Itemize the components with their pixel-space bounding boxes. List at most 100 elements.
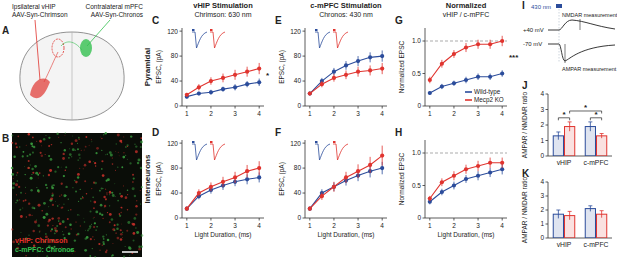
point bbox=[368, 68, 372, 72]
point bbox=[308, 207, 312, 211]
fluorescence bbox=[36, 141, 37, 142]
y-tick bbox=[546, 140, 549, 141]
x-tick bbox=[382, 106, 383, 109]
fluorescence bbox=[101, 214, 103, 216]
fluorescence bbox=[132, 174, 134, 176]
fluorescence bbox=[17, 180, 18, 181]
x-axis bbox=[425, 106, 507, 107]
fluorescence bbox=[81, 150, 82, 151]
fluorescence bbox=[102, 188, 103, 189]
series-line bbox=[187, 168, 259, 209]
fluorescence bbox=[71, 156, 72, 157]
fluorescence bbox=[117, 237, 120, 240]
fluorescence bbox=[84, 221, 86, 223]
x-tick bbox=[186, 218, 187, 221]
fluorescence bbox=[121, 207, 123, 209]
stain-label: c-mPFC: Chronos bbox=[15, 246, 75, 253]
point bbox=[476, 42, 480, 46]
x-tick-label: 4 bbox=[380, 222, 384, 229]
x-tick-label: 3 bbox=[476, 110, 480, 117]
data-group bbox=[308, 146, 385, 211]
y-tick bbox=[546, 238, 549, 239]
stain-label: vHIP: Chrimson bbox=[15, 237, 68, 244]
fluorescence bbox=[119, 213, 121, 215]
point bbox=[209, 90, 213, 94]
y-tick bbox=[180, 143, 183, 144]
fluorescence bbox=[86, 193, 87, 194]
point bbox=[380, 166, 384, 170]
y-axis bbox=[425, 140, 426, 218]
fluorescence bbox=[101, 160, 103, 162]
column-title: c-mPFC Stimulation bbox=[310, 1, 382, 10]
y-tick bbox=[303, 81, 306, 82]
panel-label: A bbox=[2, 25, 9, 36]
fluorescence bbox=[92, 248, 93, 249]
fluorescence bbox=[93, 226, 95, 228]
panel-label: G bbox=[395, 15, 403, 26]
fluorescence bbox=[95, 152, 97, 154]
x-tick-label: 1 bbox=[308, 110, 312, 117]
stim-onset bbox=[559, 9, 560, 62]
point bbox=[500, 71, 504, 75]
fluorescence bbox=[120, 238, 123, 241]
y-tick-label: 40 bbox=[171, 189, 179, 196]
y-tick-label: 3 bbox=[540, 192, 544, 199]
fluorescence bbox=[25, 193, 26, 194]
x-tick bbox=[358, 106, 359, 109]
y-tick-label: 1 bbox=[540, 220, 544, 227]
y-axis-label: AMPAR / NMDAR ratio bbox=[521, 176, 528, 243]
y-tick bbox=[303, 56, 306, 57]
panel-g: G123400.51.0Normalized EPSCWild-typeMecp… bbox=[395, 15, 519, 117]
panel-h: H123400.51.0Normalized EPSCLight Duratio… bbox=[395, 127, 507, 239]
y-tick bbox=[303, 31, 306, 32]
y-tick-label: 40 bbox=[294, 77, 302, 84]
holding-label: -70 mV bbox=[523, 41, 542, 47]
fluorescence bbox=[129, 247, 132, 250]
panel-j: J01234AMPAR / NMDAR ratiovHIPc-mPFC*** bbox=[521, 80, 612, 166]
column-subtitle: Chrimson: 630 nm bbox=[194, 11, 251, 18]
point bbox=[221, 87, 225, 91]
fluorescence bbox=[11, 142, 13, 144]
fluorescence bbox=[18, 186, 20, 188]
fluorescence bbox=[29, 167, 30, 168]
fluorescence bbox=[36, 219, 37, 220]
fluorescence bbox=[31, 215, 32, 216]
fluorescence bbox=[77, 143, 78, 144]
y-tick-label: 120 bbox=[290, 140, 301, 147]
y-tick bbox=[180, 168, 183, 169]
fluorescence bbox=[106, 192, 108, 194]
inset-stim bbox=[315, 29, 318, 31]
significance: * bbox=[562, 110, 566, 119]
fluorescence bbox=[26, 216, 27, 217]
y-tick-label: 120 bbox=[167, 28, 178, 35]
y-tick-label: 0 bbox=[540, 152, 544, 159]
fluorescence bbox=[49, 169, 52, 172]
point bbox=[257, 66, 261, 70]
point bbox=[488, 170, 492, 174]
row-label: Pyramidal bbox=[143, 48, 152, 86]
fluorescence bbox=[79, 157, 81, 159]
error-bar bbox=[588, 122, 592, 131]
fluorescence bbox=[89, 255, 91, 257]
point bbox=[380, 154, 384, 158]
series-line bbox=[310, 69, 382, 94]
point bbox=[245, 177, 249, 181]
y-axis bbox=[425, 28, 426, 106]
fluorescence bbox=[65, 166, 67, 168]
fluorescence bbox=[101, 187, 103, 189]
fluorescence bbox=[134, 143, 136, 145]
point bbox=[233, 85, 237, 89]
fluorescence bbox=[92, 236, 93, 237]
fluorescence bbox=[127, 209, 128, 210]
fluorescence bbox=[127, 159, 128, 160]
fluorescence bbox=[123, 185, 124, 186]
fluorescence bbox=[79, 168, 80, 169]
x-tick-label: 4 bbox=[380, 110, 384, 117]
y-tick-label: 0 bbox=[297, 214, 301, 221]
panel-f: F123404080120EPSC, (pA)Light Duration, (… bbox=[275, 127, 387, 239]
fluorescence bbox=[88, 160, 91, 163]
fluorescence bbox=[46, 255, 48, 257]
fluorescence bbox=[94, 239, 95, 240]
legend-swatch bbox=[465, 99, 472, 101]
fluorescence bbox=[34, 165, 37, 168]
